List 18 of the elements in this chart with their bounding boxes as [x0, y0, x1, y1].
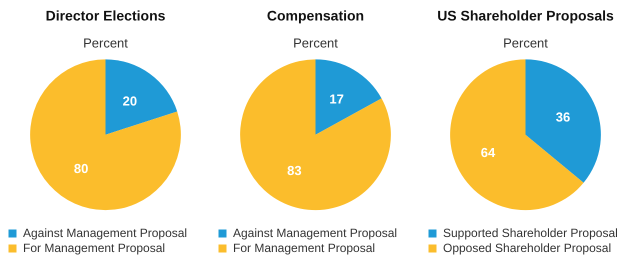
legend-label: Supported Shareholder Proposal: [443, 226, 618, 240]
legend-label: Opposed Shareholder Proposal: [443, 241, 612, 255]
chart-title: US Shareholder Proposals: [437, 8, 614, 24]
legend-label: For Management Proposal: [23, 241, 166, 255]
data-label: 20: [122, 94, 138, 109]
data-label: 36: [556, 110, 570, 125]
chart-title: Compensation: [266, 8, 364, 24]
data-label: 83: [287, 162, 302, 178]
chart-subtitle: Percent: [503, 36, 548, 50]
data-label: 64: [480, 144, 496, 160]
legend-label: Against Management Proposal: [233, 226, 398, 240]
data-label: 80: [74, 160, 88, 176]
legend-label: For Management Proposal: [233, 241, 376, 255]
chart-subtitle: Percent: [83, 36, 128, 50]
legend-label: Against Management Proposal: [23, 226, 188, 240]
chart-title: Director Elections: [46, 8, 166, 24]
data-label: 17: [329, 92, 344, 107]
chart-subtitle: Percent: [293, 36, 338, 50]
